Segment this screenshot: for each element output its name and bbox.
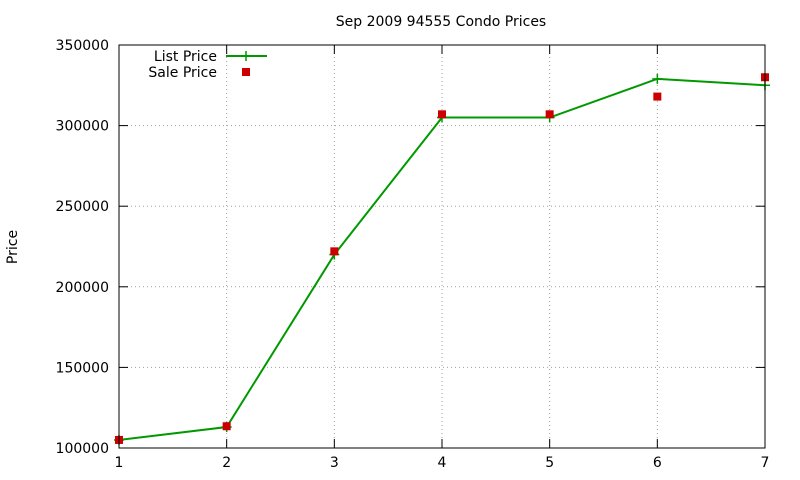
y-axis-label: Price	[5, 230, 21, 264]
data-point	[330, 247, 339, 256]
grid-lines	[119, 45, 765, 448]
data-point	[438, 110, 446, 119]
data-point	[653, 92, 662, 101]
x-tick-label: 2	[222, 455, 231, 471]
x-tick-label: 6	[653, 455, 662, 471]
x-tick-label: 7	[761, 455, 770, 471]
legend-label: Sale Price	[148, 65, 217, 81]
x-tick-label: 1	[115, 455, 124, 471]
y-tick-label: 200000	[56, 280, 109, 296]
y-tick-label: 100000	[56, 441, 109, 457]
y-tick-label: 150000	[56, 360, 109, 376]
y-tick-label: 250000	[56, 199, 109, 215]
data-point	[222, 422, 231, 431]
y-tick-label: 350000	[56, 38, 109, 54]
legend-marker	[241, 51, 251, 61]
legend-swatch	[242, 68, 250, 76]
x-tick-label: 5	[545, 455, 554, 471]
x-tick-label: 3	[330, 455, 339, 471]
series-2	[115, 73, 769, 444]
plot-border	[118, 44, 766, 449]
data-point	[652, 73, 663, 84]
legend-label: List Price	[154, 49, 217, 65]
chart-title: Sep 2009 94555 Condo Prices	[336, 14, 546, 30]
y-tick-label: 300000	[56, 119, 109, 135]
x-tick-label: 4	[438, 455, 447, 471]
axis-ticks: 100000 150000 200000 250000 300000 350000 1 2 3 4…	[56, 38, 770, 471]
data-point	[545, 110, 554, 119]
